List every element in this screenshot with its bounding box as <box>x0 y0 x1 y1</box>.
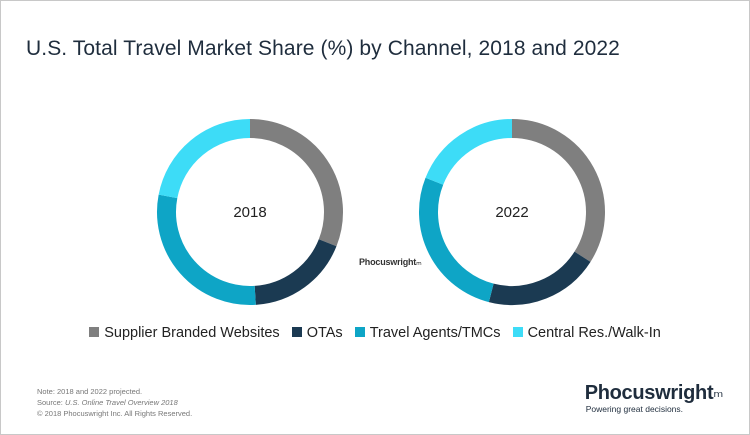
slice-2018-supplier <box>249 119 343 247</box>
donut-2018: 2018 <box>157 119 343 305</box>
legend: Supplier Branded Websites OTAs Travel Ag… <box>1 325 749 341</box>
donut-center-label-2022: 2022 <box>495 204 528 221</box>
watermark-text: Phocuswright <box>359 257 417 267</box>
slice-2018-central <box>158 119 251 199</box>
logo-name: Phocuswrightₘ <box>584 382 724 404</box>
donut-center-label-2018: 2018 <box>233 204 266 221</box>
legend-swatch-agents <box>354 327 365 337</box>
legend-swatch-supplier <box>89 327 100 337</box>
footnote-note: Note: 2018 and 2022 projected. <box>37 387 143 396</box>
slice-2022-central <box>425 119 513 186</box>
footnote-source-prefix: Source: <box>37 398 65 407</box>
legend-label-agents: Travel Agents/TMCs <box>369 325 501 341</box>
legend-label-central: Central Res./Walk-In <box>527 325 661 341</box>
company-logo: Phocuswrightₘ Powering great decisions. <box>584 382 724 414</box>
slice-2018-agents <box>157 194 256 305</box>
donut-2022: 2022 <box>419 119 605 305</box>
legend-item-otas: OTAs <box>291 325 343 341</box>
slice-2022-agents <box>419 177 494 303</box>
legend-swatch-otas <box>291 327 302 337</box>
logo-tagline: Powering great decisions. <box>585 404 684 414</box>
footnote-copyright: © 2018 Phocuswright Inc. All Rights Rese… <box>37 409 193 418</box>
watermark-logo: Phocuswrightₘ <box>359 257 422 267</box>
legend-item-supplier: Supplier Branded Websites <box>89 325 280 341</box>
footnote-source: Source: U.S. Online Travel Overview 2018 <box>37 398 178 407</box>
legend-item-central: Central Res./Walk-In <box>512 325 661 341</box>
slice-2022-supplier <box>511 119 605 262</box>
footnote-source-title: U.S. Online Travel Overview 2018 <box>64 398 178 407</box>
legend-label-otas: OTAs <box>306 325 343 341</box>
slice-2022-otas <box>488 251 591 305</box>
legend-item-agents: Travel Agents/TMCs <box>354 325 501 341</box>
chart-title: U.S. Total Travel Market Share (%) by Ch… <box>26 37 620 60</box>
legend-label-supplier: Supplier Branded Websites <box>104 325 280 341</box>
legend-swatch-central <box>512 327 523 337</box>
slice-2018-otas <box>254 238 337 305</box>
logo-name-text: Phocuswright <box>584 382 714 404</box>
